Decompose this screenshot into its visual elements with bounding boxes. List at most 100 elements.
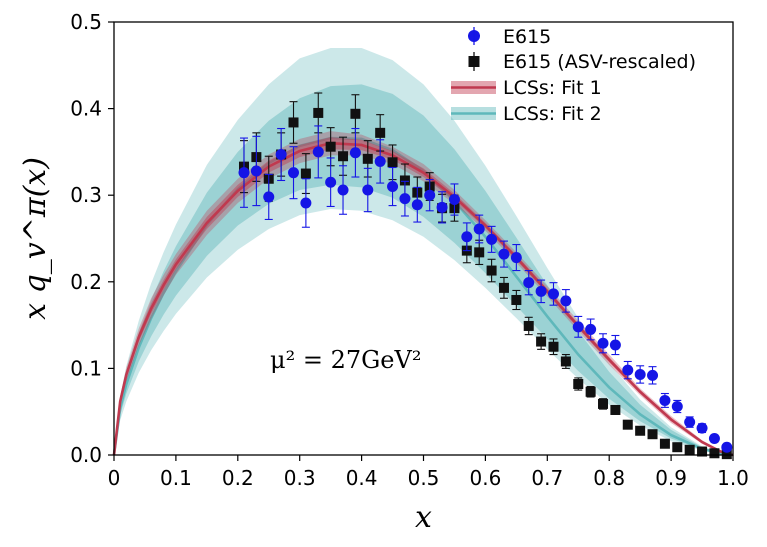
e615-asv-rescaled-point bbox=[300, 168, 311, 179]
e615-asv-rescaled-point bbox=[622, 419, 633, 430]
e615-point bbox=[684, 416, 696, 428]
x-tick-label: 1.0 bbox=[717, 466, 749, 490]
lcss-fit-2-center-line bbox=[112, 136, 734, 457]
e615-point bbox=[312, 146, 324, 158]
e615-point bbox=[597, 337, 609, 349]
e615-point bbox=[696, 422, 708, 434]
y-tick-label: 0.5 bbox=[70, 10, 102, 34]
e615-asv-rescaled-point bbox=[325, 141, 336, 152]
e615-point bbox=[337, 184, 349, 196]
x-tick-label: 0.8 bbox=[593, 466, 625, 490]
e615-point bbox=[498, 248, 510, 260]
e615-asv-rescaled-point bbox=[486, 265, 497, 276]
x-tick-label: 0.2 bbox=[222, 466, 254, 490]
e615-asv-rescaled-point bbox=[548, 341, 559, 352]
e615-point bbox=[535, 285, 547, 297]
x-tick-label: 0.1 bbox=[160, 466, 192, 490]
legend-label-fit2: LCSs: Fit 2 bbox=[503, 103, 602, 125]
annotation-scale: μ² = 27GeV² bbox=[270, 346, 421, 374]
e615-point bbox=[634, 368, 646, 380]
e615-point bbox=[362, 184, 374, 196]
x-tick-label: 0.7 bbox=[531, 466, 563, 490]
e615-point bbox=[671, 401, 683, 413]
e615-asv-rescaled-point bbox=[697, 446, 708, 457]
e615-point bbox=[288, 167, 300, 179]
e615-point bbox=[436, 201, 448, 213]
x-tick-label: 0.4 bbox=[346, 466, 378, 490]
e615-point bbox=[411, 199, 423, 211]
e615-point bbox=[486, 233, 498, 245]
e615-point bbox=[622, 364, 634, 376]
e615-asv-rescaled-point bbox=[573, 378, 584, 389]
e615-point bbox=[349, 147, 361, 159]
e615-point bbox=[560, 295, 572, 307]
e615-asv-rescaled-point bbox=[635, 425, 646, 436]
e615-point bbox=[387, 181, 399, 193]
e615-point bbox=[250, 165, 262, 177]
e615-point bbox=[263, 191, 275, 203]
e615-asv-rescaled-point bbox=[684, 444, 695, 455]
axes-layer: 0 0.1 0.2 0.3 0.4 0.5 0.6 0.7 0.8 0.9 1.0 0.0 0.1 0.2… bbox=[18, 10, 749, 535]
e615-point bbox=[461, 231, 473, 243]
x-tick-label: 0.3 bbox=[284, 466, 316, 490]
e615-asv-rescaled-point bbox=[672, 442, 683, 453]
e615-asv-rescaled-point bbox=[399, 175, 410, 186]
y-tick-label: 0.2 bbox=[70, 270, 102, 294]
e615-point bbox=[325, 176, 337, 188]
e615-point bbox=[238, 167, 250, 179]
y-axis-label: x q_v^π(x) bbox=[18, 157, 53, 320]
y-tick-label: 0.4 bbox=[70, 97, 102, 121]
e615-asv-rescaled-point bbox=[647, 429, 658, 440]
e615-asv-rescaled-point bbox=[560, 356, 571, 367]
e615-point bbox=[448, 194, 460, 206]
e615-asv-rescaled-point bbox=[610, 404, 621, 415]
e615-point bbox=[609, 339, 621, 351]
e615-asv-rescaled-point bbox=[350, 108, 361, 119]
legend-label-e615: E615 bbox=[503, 26, 551, 48]
lcss-fit-1-outer-band bbox=[114, 131, 733, 455]
x-axis-label: x bbox=[415, 500, 432, 535]
e615-asv-rescaled-point bbox=[523, 320, 534, 331]
e615-asv-rescaled-point bbox=[511, 294, 522, 305]
e615-point bbox=[721, 441, 733, 453]
e615-point bbox=[572, 321, 584, 333]
y-tick-label: 0.1 bbox=[70, 356, 102, 380]
e615-asv-rescaled-point bbox=[288, 117, 299, 128]
x-tick-label: 0.9 bbox=[655, 466, 687, 490]
e615-point bbox=[473, 223, 485, 235]
legend-label-fit1: LCSs: Fit 1 bbox=[503, 77, 602, 99]
e615-point bbox=[523, 277, 535, 289]
legend-label-asv: E615 (ASV-rescaled) bbox=[503, 51, 696, 73]
y-tick-label: 0.3 bbox=[70, 183, 102, 207]
e615-asv-rescaled-point bbox=[474, 247, 485, 258]
e615-asv-rescaled-point bbox=[709, 448, 720, 459]
e615-asv-rescaled-point bbox=[338, 151, 349, 162]
e615-asv-rescaled-point bbox=[362, 153, 373, 164]
legend: E615 E615 (ASV-rescaled) LCSs: Fit 1 LCS… bbox=[451, 26, 696, 125]
e615-point bbox=[547, 288, 559, 300]
y-tick-label: 0.0 bbox=[70, 443, 102, 467]
e615-point bbox=[647, 369, 659, 381]
x-tick-label: 0 bbox=[108, 466, 121, 490]
e615-asv-rescaled-point bbox=[498, 282, 509, 293]
x-tick-label: 0.6 bbox=[469, 466, 501, 490]
bands-layer bbox=[112, 47, 734, 457]
e615-asv-rescaled-point bbox=[536, 336, 547, 347]
e615-asv-rescaled-point bbox=[387, 157, 398, 168]
e615-point bbox=[659, 394, 671, 406]
e615-asv-rescaled-point bbox=[375, 127, 386, 138]
points-layer bbox=[238, 92, 733, 460]
x-tick-label: 0.5 bbox=[408, 466, 440, 490]
e615-point bbox=[585, 323, 597, 335]
e615-point bbox=[510, 252, 522, 264]
e615-point bbox=[275, 148, 287, 160]
e615-asv-rescaled-point bbox=[659, 438, 670, 449]
e615-asv-rescaled-point bbox=[313, 107, 324, 118]
e615-asv-rescaled-point bbox=[721, 449, 732, 460]
e615-asv-rescaled-point bbox=[585, 386, 596, 397]
e615-point bbox=[399, 193, 411, 205]
e615-point bbox=[708, 433, 720, 445]
lcss-fit-1-center-line bbox=[112, 141, 734, 457]
e615-point bbox=[374, 155, 386, 167]
